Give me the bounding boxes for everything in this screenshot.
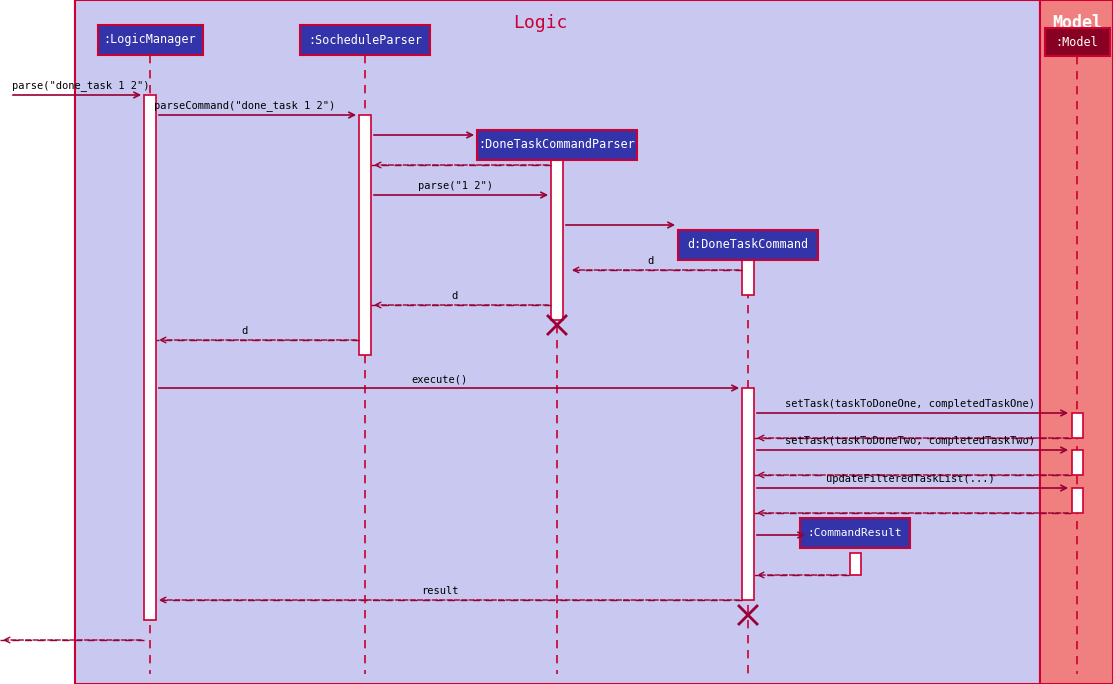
Bar [678,230,818,260]
Text: setTask(taskToDoneTwo, completedTaskTwo): setTask(taskToDoneTwo, completedTaskTwo) [785,436,1035,446]
Text: :SocheduleParser: :SocheduleParser [308,34,422,47]
Text: :LogicManager: :LogicManager [104,34,196,47]
Bar [742,388,754,600]
Text: :CommandResult: :CommandResult [808,528,903,538]
Text: d: d [452,291,459,301]
Bar [849,553,860,575]
Text: updateFilteredTaskList(...): updateFilteredTaskList(...) [826,474,994,484]
Text: d: d [242,326,248,336]
Bar [800,518,910,548]
Bar [1072,450,1083,475]
Text: d: d [647,256,653,266]
Bar [742,250,754,295]
Text: :Model: :Model [1055,36,1099,49]
Bar [1040,0,1113,684]
Text: setTask(taskToDoneOne, completedTaskOne): setTask(taskToDoneOne, completedTaskOne) [785,399,1035,409]
Bar [359,115,371,355]
Text: result: result [421,586,459,596]
Text: Logic: Logic [513,14,568,32]
Text: Model: Model [1052,14,1102,32]
Text: parseCommand("done_task 1 2"): parseCommand("done_task 1 2") [155,100,336,111]
Text: :DoneTaskCommandParser: :DoneTaskCommandParser [479,138,636,151]
Text: parse("done_task 1 2"): parse("done_task 1 2") [12,80,149,91]
Bar [75,0,1040,684]
Bar [1072,488,1083,513]
Bar [477,130,637,160]
Bar [1044,28,1110,56]
Text: execute(): execute() [412,374,469,384]
Bar [301,25,430,55]
Bar [144,95,156,620]
Bar [98,25,203,55]
Text: d:DoneTaskCommand: d:DoneTaskCommand [688,239,808,252]
Bar [551,160,563,320]
Text: parse("1 2"): parse("1 2") [417,181,492,191]
Bar [1072,413,1083,438]
